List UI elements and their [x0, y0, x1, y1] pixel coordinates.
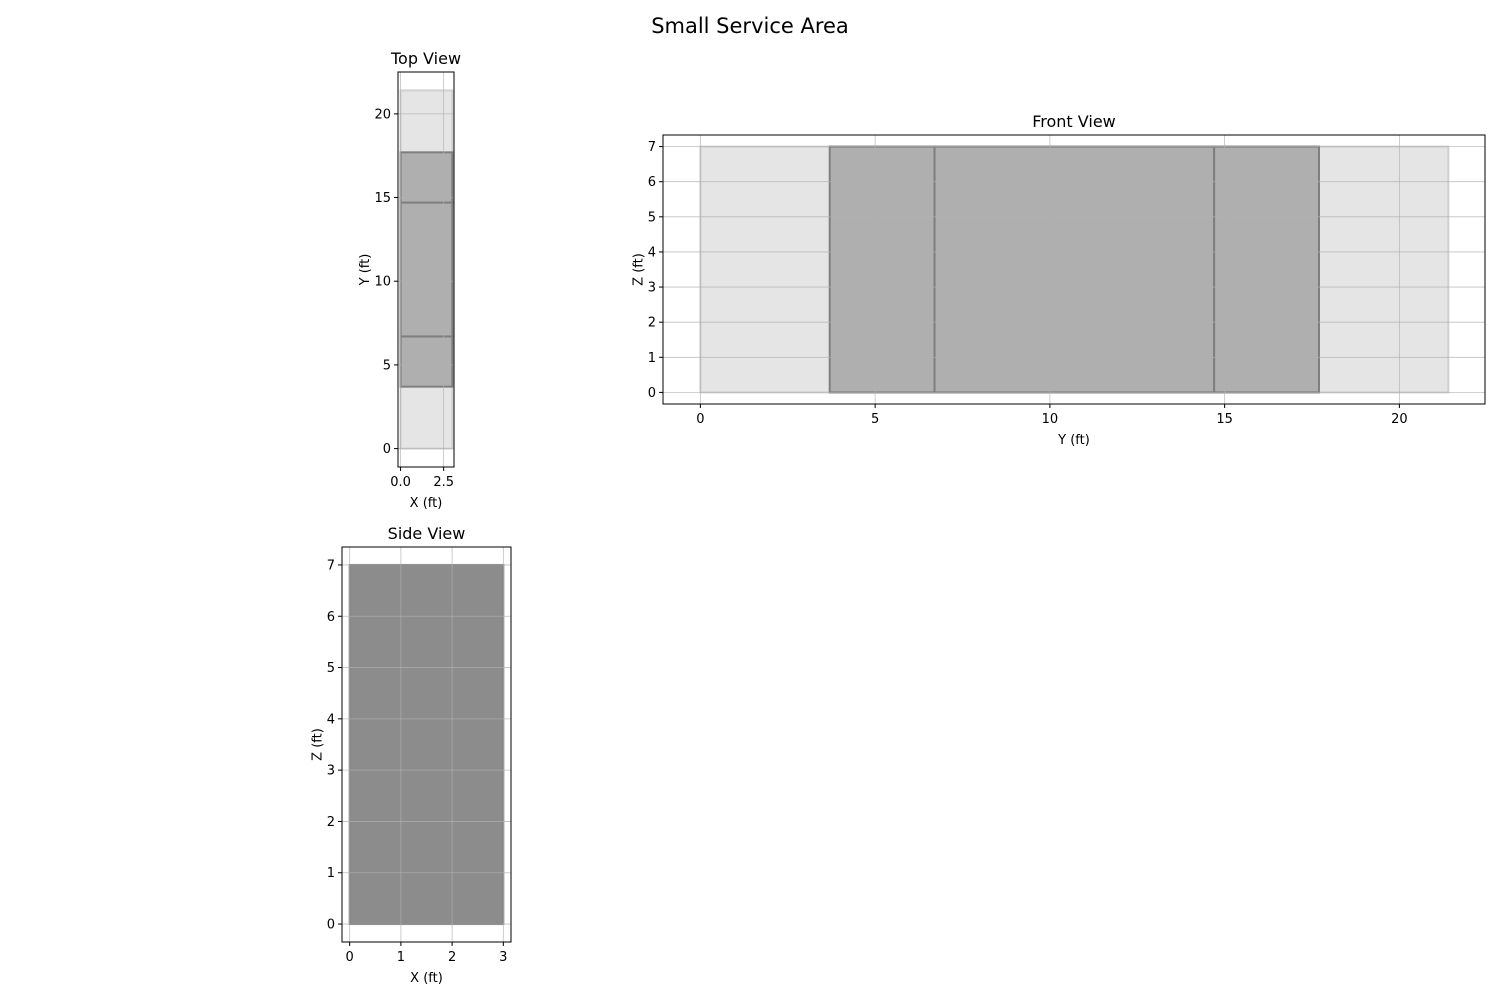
side-view-ytick-label-3: 3 [327, 764, 335, 779]
side-view-ytick-label-7: 7 [327, 558, 335, 573]
front-view-ytick-label-7: 7 [648, 140, 656, 155]
top-view-ytick-label-2: 10 [374, 275, 391, 290]
top-view-ytick-label-3: 15 [374, 191, 391, 206]
front-view-ytick-label-6: 6 [648, 175, 656, 190]
front-view-component-rect-1 [828, 145, 936, 394]
side-view-ytick-label-5: 5 [327, 661, 335, 676]
front-view-ytick-label-2: 2 [648, 316, 656, 331]
top-view-frame [397, 71, 455, 468]
top-view-ylabel: Y (ft) [358, 254, 373, 287]
top-view-title: Top View [390, 49, 461, 68]
top-view-ytick-label-0: 0 [383, 442, 391, 457]
front-view-panel: 0 5 10 15 20 0 1 2 3 4 5 6 7 Y (ft) Z (ft) Front View [632, 112, 1486, 448]
side-view-ylabel: Z (ft) [311, 728, 326, 761]
top-view-xtick-label-0: 0.0 [390, 475, 411, 490]
front-view-ytick-label-5: 5 [648, 210, 656, 225]
side-view-panel: 0 1 2 3 0 1 2 3 4 5 6 7 X (ft) Z (ft) Side View [311, 524, 512, 986]
side-view-xtick-label-2: 2 [448, 950, 456, 965]
front-view-title: Front View [1032, 112, 1116, 131]
side-view-xlabel: X (ft) [410, 971, 443, 986]
side-view-xtick-label-3: 3 [499, 950, 507, 965]
top-view-panel: 0.0 2.5 0 5 10 15 20 X (ft) Y (ft) Top View [358, 49, 461, 511]
side-view-ytick-label-1: 1 [327, 866, 335, 881]
top-view-ytick-label-1: 5 [383, 358, 391, 373]
top-view-xtick-label-1: 2.5 [433, 475, 454, 490]
front-view-ytick-label-4: 4 [648, 245, 656, 260]
side-view-ytick-label-0: 0 [327, 918, 335, 933]
side-view-ytick-label-6: 6 [327, 610, 335, 625]
front-view-ytick-label-0: 0 [648, 386, 656, 401]
front-view-ytick-label-1: 1 [648, 351, 656, 366]
front-view-ylabel: Z (ft) [632, 253, 647, 286]
front-view-xtick-label-3: 15 [1216, 412, 1233, 427]
front-view-xtick-label-0: 0 [696, 412, 704, 427]
front-view-xlabel: Y (ft) [1057, 433, 1090, 448]
side-view-ytick-label-2: 2 [327, 815, 335, 830]
front-view-xtick-label-4: 20 [1391, 412, 1408, 427]
side-view-title: Side View [388, 524, 466, 543]
front-view-frame [662, 134, 1486, 405]
side-view-ytick-label-4: 4 [327, 712, 335, 727]
side-view-xtick-label-1: 1 [397, 950, 405, 965]
front-view-ytick-label-3: 3 [648, 281, 656, 296]
top-view-xlabel: X (ft) [410, 496, 443, 511]
top-view-component-rect-3 [399, 151, 454, 204]
top-view-component-rect-1 [399, 335, 454, 388]
side-view-frame [341, 546, 512, 943]
front-view-component-rect-2 [933, 145, 1216, 394]
front-view-component-rect-3 [1213, 145, 1320, 394]
front-view-xtick-label-1: 5 [871, 412, 879, 427]
front-view-xtick-label-2: 10 [1042, 412, 1059, 427]
top-view-ytick-label-4: 20 [374, 107, 391, 122]
figure-title: Small Service Area [651, 14, 849, 38]
side-view-side-rect-0 [348, 563, 505, 926]
top-view-component-rect-2 [399, 201, 454, 338]
side-view-xtick-label-0: 0 [346, 950, 354, 965]
